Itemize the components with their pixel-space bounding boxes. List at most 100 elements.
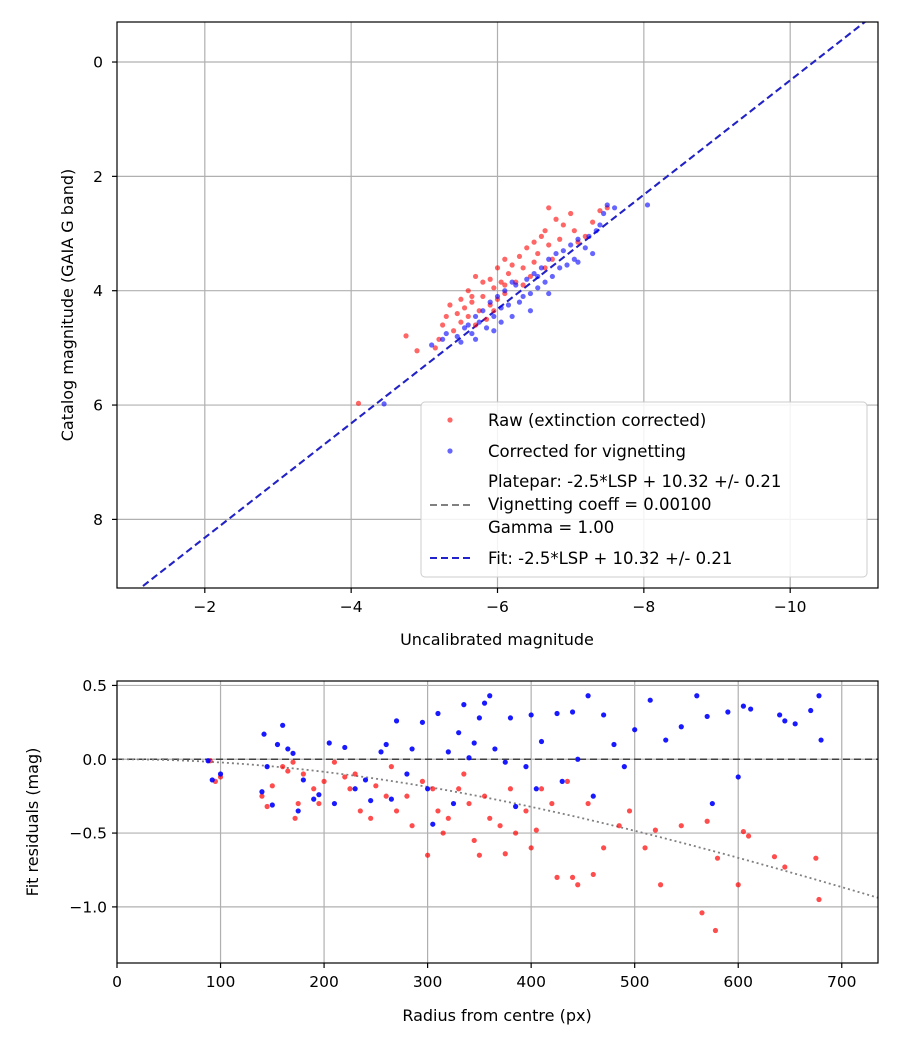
corrected-residual-point bbox=[378, 749, 384, 755]
raw-data-point bbox=[472, 273, 479, 280]
raw-residual-point bbox=[352, 771, 358, 777]
raw-residual-point bbox=[383, 793, 389, 799]
raw-residual-point bbox=[435, 808, 441, 814]
corrected-data-point bbox=[472, 336, 479, 342]
raw-data-point bbox=[560, 222, 566, 228]
corrected-data-point bbox=[586, 233, 592, 239]
raw-residual-point bbox=[740, 828, 747, 835]
raw-data-point bbox=[524, 245, 530, 251]
corrected-data-point bbox=[509, 313, 515, 320]
corrected-data-point bbox=[516, 299, 523, 305]
corrected-residual-point bbox=[575, 756, 581, 762]
corrected-residual-point bbox=[554, 710, 560, 717]
corrected-residual-point bbox=[569, 709, 576, 715]
raw-data-point bbox=[527, 273, 534, 280]
corrected-data-point bbox=[491, 328, 497, 334]
calibration-y-tick-label: 6 bbox=[93, 397, 103, 415]
corrected-residual-point bbox=[585, 693, 591, 699]
corrected-residual-point bbox=[538, 738, 545, 745]
corrected-residual-point bbox=[295, 808, 301, 814]
raw-residual-point bbox=[285, 768, 291, 774]
corrected-residual-point bbox=[269, 802, 275, 808]
corrected-data-point bbox=[443, 330, 449, 337]
raw-residual-point bbox=[816, 896, 822, 903]
raw-data-point bbox=[546, 242, 552, 248]
raw-residual-point bbox=[533, 827, 539, 833]
corrected-residual-point bbox=[280, 722, 286, 728]
calibration-y-tick-label: 2 bbox=[93, 168, 103, 186]
corrected-data-point bbox=[531, 270, 537, 277]
raw-data-point bbox=[487, 276, 493, 282]
corrected-residual-point bbox=[264, 764, 270, 770]
raw-residual-point bbox=[269, 783, 275, 789]
legend-vignetting-marker bbox=[447, 448, 453, 454]
corrected-data-point bbox=[461, 325, 468, 331]
residuals-lines bbox=[117, 758, 878, 899]
raw-residual-point bbox=[523, 808, 529, 814]
residuals-x-tick-label: 500 bbox=[620, 973, 650, 991]
corrected-data-point bbox=[524, 276, 530, 282]
corrected-residual-point bbox=[419, 719, 426, 725]
corrected-residual-point bbox=[487, 693, 493, 699]
raw-residual-point bbox=[549, 800, 555, 807]
raw-residual-point bbox=[528, 845, 534, 851]
corrected-data-point bbox=[381, 401, 387, 407]
raw-data-point bbox=[538, 233, 545, 239]
raw-data-point bbox=[597, 208, 603, 214]
corrected-residual-point bbox=[435, 710, 441, 717]
corrected-data-point bbox=[546, 256, 552, 262]
corrected-residual-point bbox=[383, 741, 389, 748]
raw-residual-point bbox=[714, 855, 721, 861]
calibration-y-tick-label: 4 bbox=[93, 282, 103, 300]
raw-residual-point bbox=[507, 786, 514, 792]
corrected-residual-point bbox=[611, 741, 617, 748]
calibration-x-tick-label: −4 bbox=[340, 598, 363, 616]
raw-residual-point bbox=[393, 808, 400, 814]
corrected-residual-point bbox=[311, 796, 317, 802]
raw-data-point bbox=[553, 216, 559, 222]
raw-residual-point bbox=[481, 793, 488, 799]
raw-data-point bbox=[476, 308, 482, 314]
residuals-x-tick-label: 700 bbox=[827, 973, 857, 991]
raw-residual-point bbox=[652, 827, 658, 833]
raw-residual-point bbox=[502, 851, 508, 857]
raw-data-point bbox=[557, 236, 563, 242]
raw-residual-point bbox=[657, 882, 664, 888]
residuals-points bbox=[205, 693, 824, 934]
corrected-residual-point bbox=[261, 731, 267, 737]
calibration-y-axis-label: Catalog magnitude (GAIA G band) bbox=[58, 169, 77, 441]
corrected-residual-point bbox=[502, 759, 508, 765]
fit-line bbox=[138, 22, 867, 588]
raw-data-point bbox=[458, 319, 464, 325]
corrected-data-point bbox=[440, 336, 446, 342]
corrected-data-point bbox=[644, 202, 651, 208]
raw-residual-point bbox=[704, 818, 710, 824]
raw-residual-point bbox=[373, 783, 379, 789]
raw-data-point bbox=[542, 265, 548, 271]
residuals-y-tick-label: 0.0 bbox=[82, 751, 107, 769]
corrected-residual-point bbox=[259, 789, 265, 795]
corrected-residual-point bbox=[725, 709, 731, 715]
residuals-x-ticks: 0 100 200 300 400 500 600 700 bbox=[112, 963, 857, 991]
corrected-data-point bbox=[527, 308, 534, 314]
corrected-data-point bbox=[538, 265, 545, 271]
corrected-data-point bbox=[472, 313, 479, 320]
raw-data-point bbox=[568, 210, 574, 217]
raw-residual-point bbox=[476, 852, 482, 858]
corrected-residual-point bbox=[404, 771, 410, 777]
corrected-data-point bbox=[454, 333, 460, 340]
raw-residual-point bbox=[471, 837, 477, 844]
raw-residual-point bbox=[316, 800, 322, 807]
residuals-x-tick-label: 0 bbox=[112, 973, 122, 991]
corrected-residual-point bbox=[388, 796, 394, 802]
raw-data-point bbox=[509, 262, 515, 268]
legend-raw-marker bbox=[447, 417, 453, 423]
raw-residual-point bbox=[440, 830, 446, 836]
legend-vignetting-label: Corrected for vignetting bbox=[488, 442, 686, 461]
raw-data-point bbox=[480, 293, 486, 300]
raw-data-point bbox=[450, 328, 457, 334]
corrected-residual-point bbox=[632, 727, 638, 733]
corrected-data-point bbox=[549, 273, 555, 280]
corrected-data-point bbox=[498, 319, 504, 325]
